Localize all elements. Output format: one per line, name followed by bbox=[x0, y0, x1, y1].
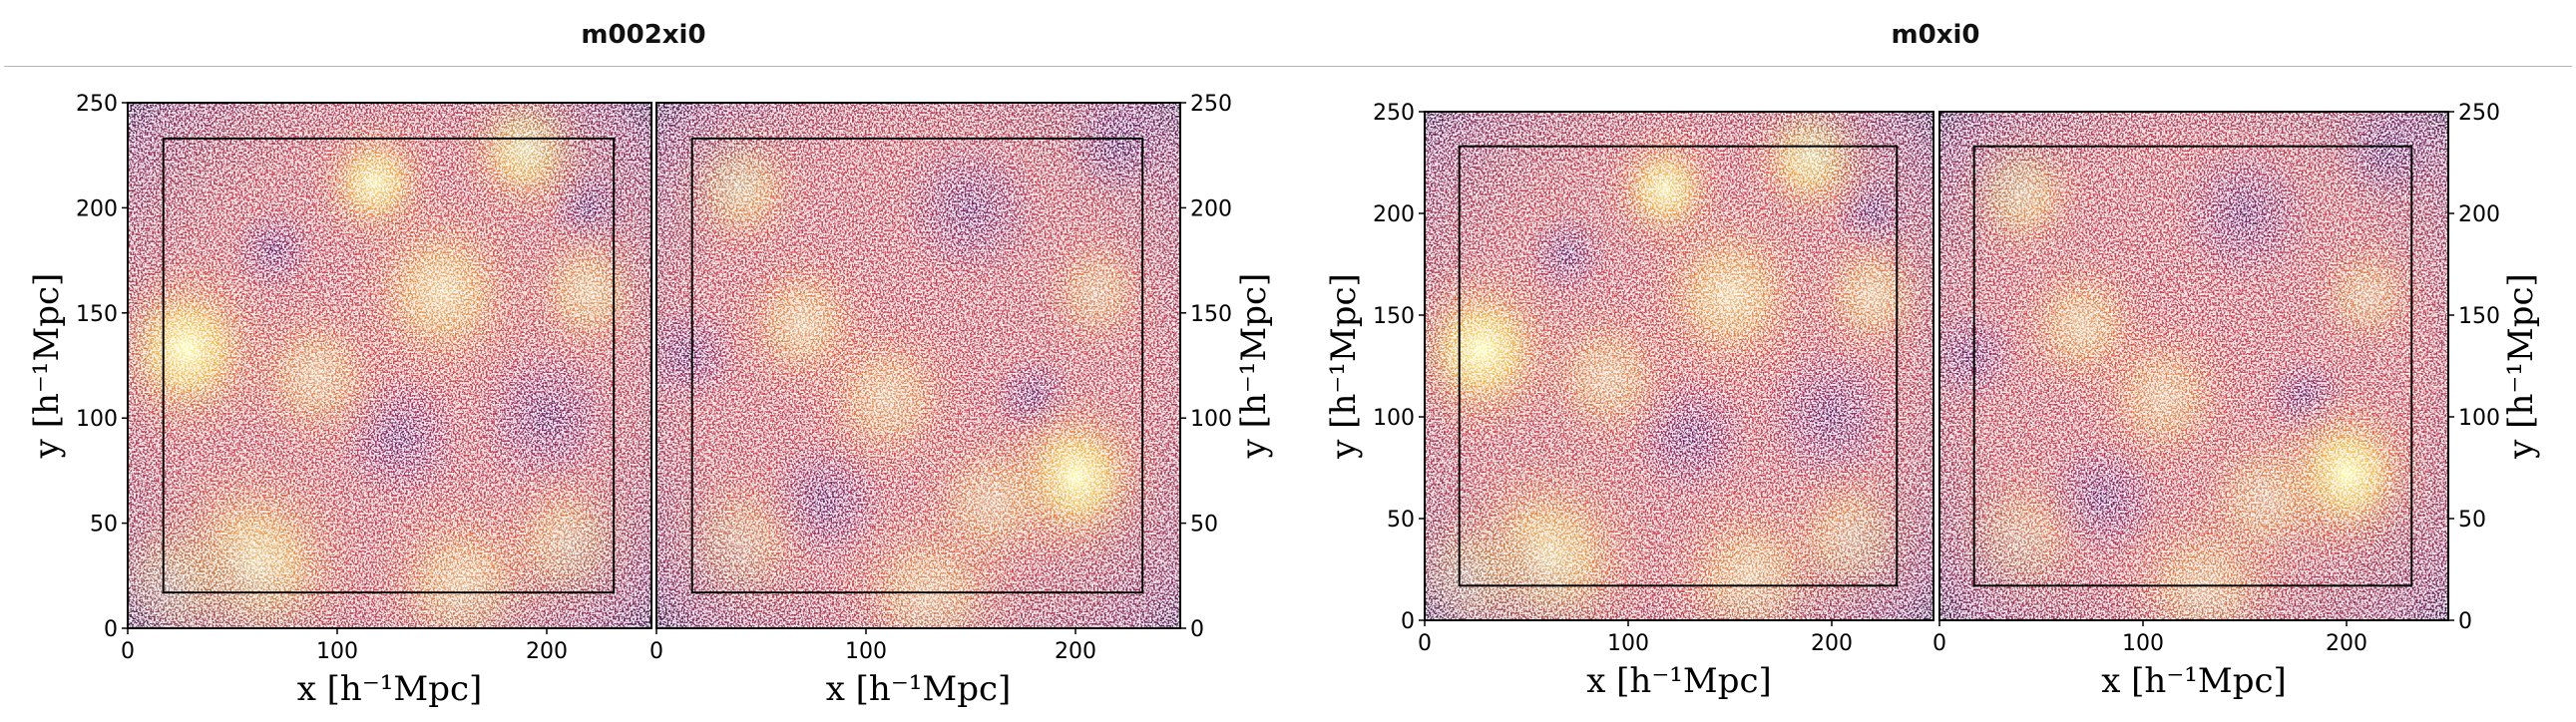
y-tick-label: 50 bbox=[1387, 508, 1415, 533]
y-tick-label: 50 bbox=[1190, 513, 1218, 538]
density-panel-right: 0 100 200 0 50 100 150 200 250 x [h⁻¹Mpc] bbox=[1932, 101, 2500, 701]
x-tick-label: 0 bbox=[1932, 631, 1946, 656]
y-tick-label: 200 bbox=[1190, 196, 1232, 221]
panel-frame bbox=[1938, 111, 2449, 621]
y-tick-label: 200 bbox=[76, 196, 118, 221]
density-panel-left: 0 100 200 0 50 100 150 200 250 x [h⁻¹Mpc] bbox=[1373, 101, 1934, 701]
y-tick-label: 0 bbox=[2458, 609, 2472, 634]
x-tick-label: 100 bbox=[845, 639, 887, 664]
inner-box bbox=[690, 137, 1144, 594]
x-tick-label: 200 bbox=[1811, 631, 1853, 656]
x-tick-label: 200 bbox=[1055, 639, 1096, 664]
y-axis-label-left: y [h⁻¹Mpc] bbox=[1324, 273, 1364, 460]
figure-title-m0xi0: m0xi0 bbox=[1891, 20, 1980, 50]
y-tick-label: 250 bbox=[76, 92, 118, 117]
x-tick-label: 200 bbox=[2326, 631, 2367, 656]
title-divider bbox=[4, 66, 2572, 67]
y-axis-label-left: y [h⁻¹Mpc] bbox=[27, 273, 67, 460]
x-axis-label: x [h⁻¹Mpc] bbox=[297, 669, 483, 709]
panel-frame bbox=[1424, 111, 1934, 621]
x-tick-label: 0 bbox=[121, 639, 135, 664]
density-panel-left: 0 100 200 0 50 100 150 200 250 x [h⁻¹Mpc] bbox=[76, 92, 652, 709]
x-tick-label: 100 bbox=[2122, 631, 2164, 656]
x-tick-label: 0 bbox=[1418, 631, 1432, 656]
particle-speckle bbox=[128, 103, 651, 628]
y-tick-label: 200 bbox=[2458, 202, 2500, 227]
y-tick-label: 250 bbox=[2458, 101, 2500, 126]
y-tick-label: 50 bbox=[2458, 508, 2486, 533]
x-axis-label: x [h⁻¹Mpc] bbox=[1586, 661, 1772, 701]
inner-box bbox=[1972, 145, 2413, 587]
figure-title-m002xi0: m002xi0 bbox=[581, 20, 706, 50]
particle-speckle bbox=[1425, 112, 1933, 620]
y-tick-label: 200 bbox=[1373, 202, 1415, 227]
particle-speckle bbox=[656, 103, 1180, 628]
particle-speckle bbox=[1939, 112, 2448, 620]
y-axis-label-right: y [h⁻¹Mpc] bbox=[1234, 273, 1274, 460]
density-panel-right: 0 100 200 0 50 100 150 200 250 x [h⁻¹Mpc] bbox=[649, 92, 1232, 709]
y-tick-label: 0 bbox=[1401, 609, 1415, 634]
y-tick-label: 100 bbox=[1373, 406, 1415, 431]
y-tick-label: 150 bbox=[2458, 304, 2500, 329]
panel-frame bbox=[127, 102, 652, 629]
y-tick-label: 150 bbox=[1373, 304, 1415, 329]
x-tick-label: 0 bbox=[649, 639, 663, 664]
x-tick-label: 100 bbox=[316, 639, 358, 664]
inner-box bbox=[1458, 145, 1899, 587]
y-tick-label: 100 bbox=[2458, 406, 2500, 431]
y-tick-label: 50 bbox=[90, 513, 118, 538]
x-tick-label: 200 bbox=[526, 639, 568, 664]
y-tick-label: 250 bbox=[1190, 92, 1232, 117]
y-tick-label: 100 bbox=[1190, 407, 1232, 432]
y-tick-label: 150 bbox=[76, 302, 118, 327]
y-tick-label: 0 bbox=[1190, 617, 1204, 642]
y-tick-label: 150 bbox=[1190, 302, 1232, 327]
y-tick-label: 100 bbox=[76, 407, 118, 432]
y-tick-label: 0 bbox=[104, 617, 118, 642]
x-axis-label: x [h⁻¹Mpc] bbox=[2101, 661, 2287, 701]
panel-frame bbox=[655, 102, 1181, 629]
x-axis-label: x [h⁻¹Mpc] bbox=[826, 669, 1012, 709]
y-axis-label-right: y [h⁻¹Mpc] bbox=[2501, 273, 2541, 460]
x-tick-label: 100 bbox=[1607, 631, 1649, 656]
inner-box bbox=[162, 137, 616, 594]
y-tick-label: 250 bbox=[1373, 101, 1415, 126]
